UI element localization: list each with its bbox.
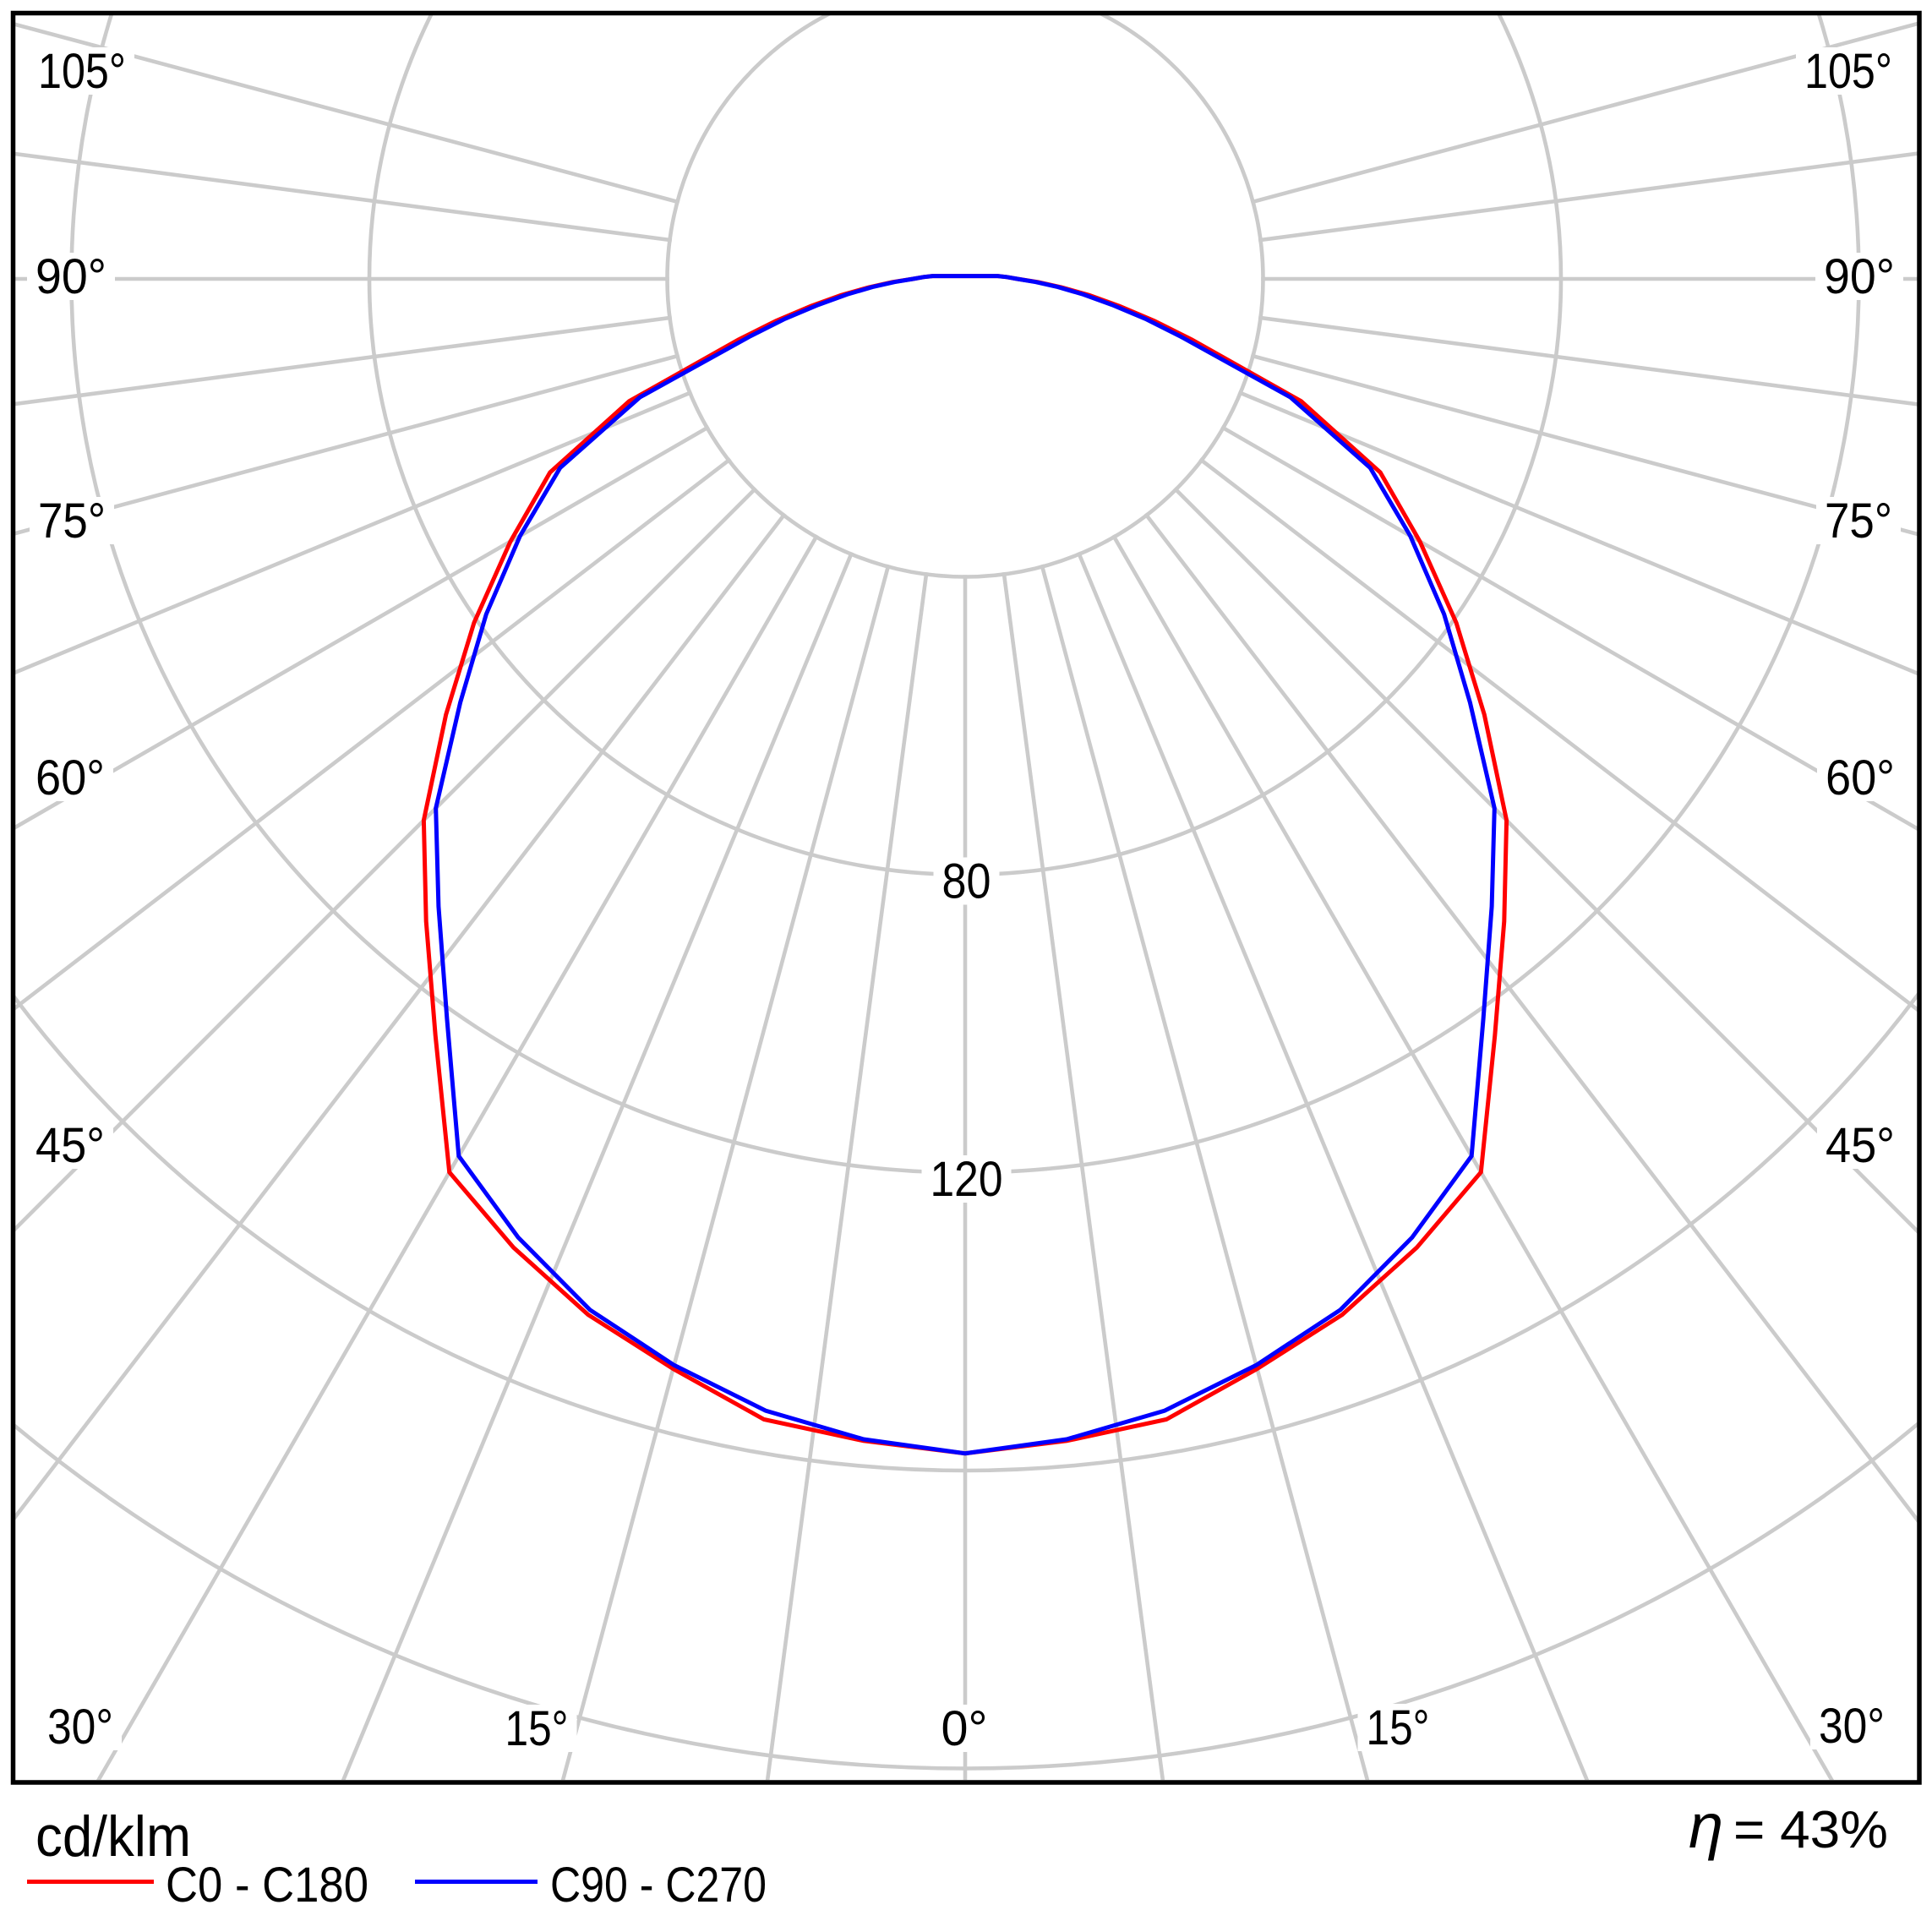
svg-text:15°: 15° bbox=[1367, 1700, 1430, 1755]
svg-text:75°: 75° bbox=[1825, 494, 1892, 548]
svg-text:η: η bbox=[1689, 1791, 1723, 1861]
svg-text:90°: 90° bbox=[35, 249, 106, 304]
svg-text:cd/klm: cd/klm bbox=[35, 1804, 191, 1869]
svg-text:60°: 60° bbox=[35, 750, 105, 805]
svg-text:120: 120 bbox=[931, 1152, 1003, 1207]
svg-text:15°: 15° bbox=[505, 1701, 569, 1756]
svg-text:75°: 75° bbox=[38, 494, 106, 548]
svg-text:C90 - C270: C90 - C270 bbox=[550, 1858, 767, 1913]
svg-text:90°: 90° bbox=[1824, 249, 1895, 304]
svg-text:105°: 105° bbox=[1804, 44, 1892, 99]
svg-text:45°: 45° bbox=[1826, 1118, 1895, 1173]
svg-text:C0 - C180: C0 - C180 bbox=[166, 1858, 368, 1913]
svg-text:= 43%: = 43% bbox=[1733, 1801, 1888, 1859]
svg-text:105°: 105° bbox=[38, 44, 126, 99]
svg-text:60°: 60° bbox=[1826, 750, 1895, 805]
svg-text:30°: 30° bbox=[47, 1700, 113, 1755]
svg-text:45°: 45° bbox=[35, 1118, 105, 1173]
svg-text:30°: 30° bbox=[1819, 1699, 1885, 1754]
svg-text:0°: 0° bbox=[941, 1701, 988, 1756]
svg-text:80: 80 bbox=[942, 854, 991, 909]
